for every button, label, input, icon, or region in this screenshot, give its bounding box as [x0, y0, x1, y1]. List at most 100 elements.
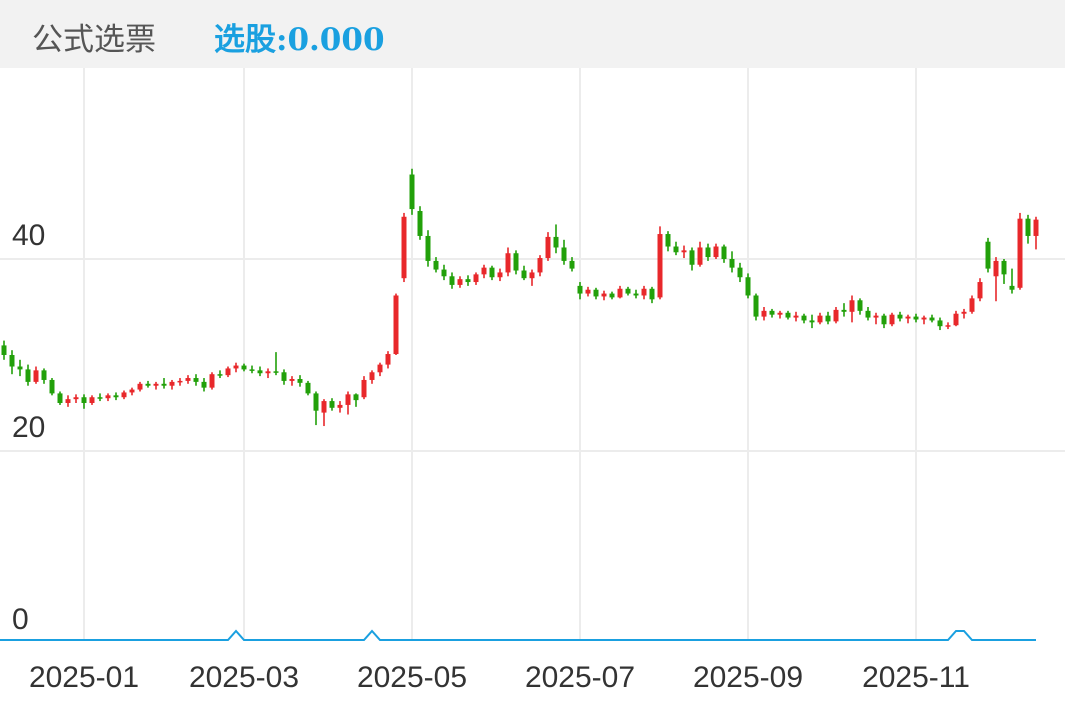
x-tick-label: 2025-07	[525, 661, 635, 694]
candle-body	[641, 288, 647, 296]
candle-body	[665, 234, 671, 247]
candle-body	[449, 276, 455, 285]
candle-body	[1001, 260, 1007, 275]
candle-body	[873, 315, 879, 318]
candle-body	[569, 260, 575, 269]
candle-body	[705, 247, 711, 258]
candle-body	[945, 325, 951, 327]
candle-body	[401, 216, 407, 279]
header: 公式选票 选股:0.000	[0, 0, 1065, 68]
candle-body	[361, 379, 367, 398]
candle-body	[585, 289, 591, 294]
candle-body	[289, 379, 295, 381]
candle-body	[249, 369, 255, 371]
candle-body	[233, 365, 239, 369]
candle-body	[417, 211, 423, 236]
candle-body	[921, 317, 927, 320]
candle-body	[609, 293, 615, 298]
candle-body	[433, 260, 439, 270]
candle-body	[217, 374, 223, 376]
candle-body	[145, 383, 151, 386]
candle-body	[889, 314, 895, 325]
candle-body	[601, 293, 607, 297]
candle-body	[177, 380, 183, 383]
candle-body	[57, 393, 63, 403]
candle-body	[33, 370, 39, 382]
candle-body	[505, 253, 511, 273]
candle-body	[977, 282, 983, 299]
candle-body	[241, 365, 247, 370]
candle-body	[761, 310, 767, 317]
candle-body	[201, 381, 207, 388]
y-tick-label: 20	[12, 411, 45, 444]
candle-body	[1025, 218, 1031, 236]
candle-body	[9, 355, 15, 367]
candle-body	[441, 269, 447, 277]
header-title[interactable]: 公式选票	[32, 22, 156, 58]
candle-body	[993, 260, 999, 277]
candle-body	[929, 317, 935, 321]
candle-body	[345, 394, 351, 405]
candle-body	[137, 383, 143, 390]
candle-body	[937, 320, 943, 327]
candle-body	[193, 378, 199, 382]
candle-body	[385, 354, 391, 365]
candle-body	[169, 381, 175, 386]
candle-body	[777, 312, 783, 315]
candle-body	[769, 310, 775, 315]
candle-body	[913, 316, 919, 320]
candle-body	[1, 345, 7, 355]
candle-body	[113, 395, 119, 398]
candle-body	[481, 267, 487, 275]
x-tick-label: 2025-01	[29, 661, 139, 694]
candle-body	[185, 378, 191, 381]
candle-body	[865, 310, 871, 318]
candle-body	[961, 311, 967, 314]
candle-body	[953, 313, 959, 326]
candle-body	[281, 372, 287, 381]
candle-body	[545, 236, 551, 259]
x-tick-label: 2025-03	[189, 661, 299, 694]
candle-body	[81, 397, 87, 403]
candle-body	[105, 395, 111, 399]
candle-body	[329, 401, 335, 408]
candle-body	[849, 300, 855, 312]
candle-body	[257, 370, 263, 374]
candle-body	[457, 279, 463, 285]
candle-body	[121, 392, 127, 398]
candle-body	[49, 379, 55, 394]
y-tick-label: 40	[12, 219, 45, 252]
candle-body	[521, 270, 527, 279]
candle-body	[793, 315, 799, 318]
candle-body	[393, 295, 399, 355]
candle-body	[745, 277, 751, 296]
candle-body	[425, 235, 431, 261]
candle-body	[497, 272, 503, 278]
candle-body	[97, 397, 103, 399]
candle-body	[377, 364, 383, 373]
x-tick-label: 2025-05	[357, 661, 467, 694]
candle-body	[465, 279, 471, 283]
candle-body	[673, 246, 679, 253]
candle-body	[129, 389, 135, 393]
candle-body	[321, 401, 327, 413]
candle-body	[729, 259, 735, 268]
candle-body	[721, 246, 727, 259]
candle-body	[841, 309, 847, 312]
candle-body	[265, 371, 271, 374]
candle-body	[305, 382, 311, 394]
candle-body	[17, 366, 23, 370]
candle-body	[985, 241, 991, 269]
candle-body	[41, 370, 47, 380]
candle-body	[209, 374, 215, 388]
candle-body	[65, 399, 71, 403]
candle-body	[825, 315, 831, 322]
y-tick-label: 0	[12, 603, 29, 636]
candle-body	[273, 371, 279, 373]
candle-body	[73, 397, 79, 400]
candle-body	[857, 300, 863, 311]
candle-body	[1009, 285, 1015, 290]
candle-body	[713, 246, 719, 258]
x-tick-label: 2025-11	[862, 661, 970, 694]
